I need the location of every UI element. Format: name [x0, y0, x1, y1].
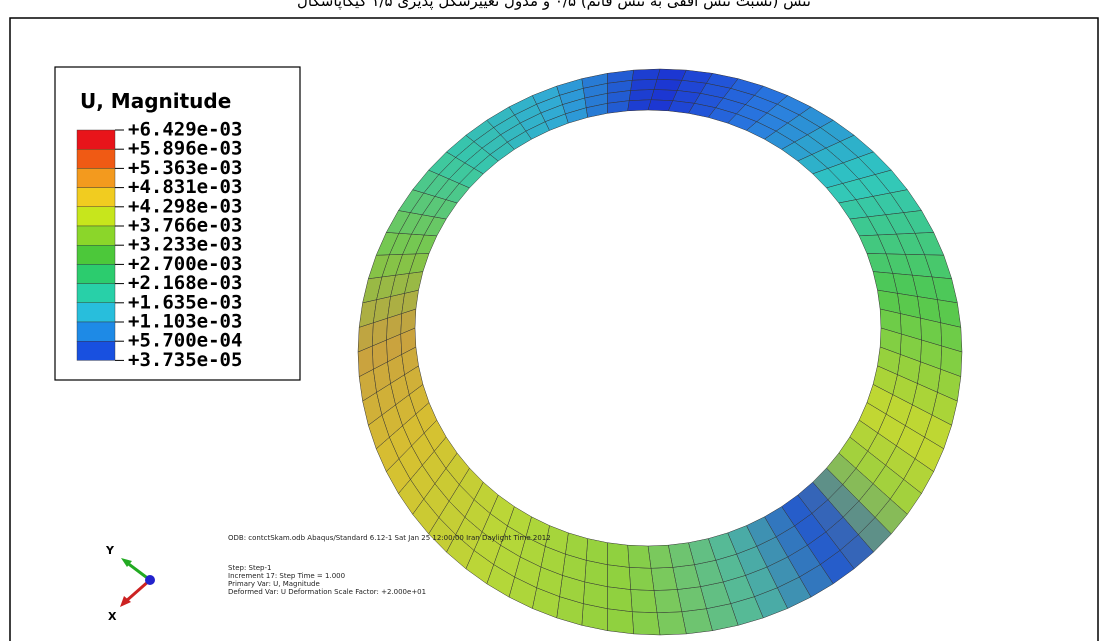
mesh-element [631, 611, 661, 636]
legend-swatch [76, 244, 116, 265]
triad-y-label: Y [105, 544, 115, 557]
mesh-element [656, 68, 687, 81]
triad-x-axis [124, 578, 151, 604]
mesh-element [607, 564, 631, 590]
triad: Y X [105, 544, 155, 623]
odb-line: ODB: contctSkam.odb Abaqus/Standard 6.12… [228, 534, 551, 542]
legend-label: +5.896e-03 [128, 138, 242, 160]
legend-swatch [76, 264, 116, 284]
triad-x-head [120, 596, 131, 607]
mesh-element [631, 68, 661, 81]
legend-swatch [76, 225, 116, 246]
mesh-element [627, 544, 652, 569]
legend-title: U, Magnitude [80, 89, 231, 113]
step-line: Step: Step-1 [228, 564, 271, 572]
ring-mesh [357, 68, 963, 636]
legend-swatch [76, 187, 116, 208]
legend-label: +4.831e-03 [128, 176, 242, 198]
mesh-element [630, 589, 658, 614]
frame [9, 17, 1099, 641]
legend-swatch [76, 148, 116, 169]
legend-label: +3.233e-03 [128, 234, 242, 256]
mesh-element [653, 589, 683, 614]
legend-label: +2.168e-03 [128, 272, 242, 294]
caption: تنش (نسبت تنش افقی به تنش قائم) ۰/۵ و مد… [297, 0, 811, 11]
legend: +6.429e-03+5.896e-03+5.363e-03+4.831e-03… [76, 119, 242, 371]
triad-z [145, 575, 155, 585]
legend-swatch [76, 206, 116, 227]
triad-x-label: X [108, 610, 117, 623]
mesh-element [647, 544, 674, 569]
mesh-element [628, 567, 655, 591]
legend-label: +5.363e-03 [128, 157, 242, 179]
legend-swatch [76, 321, 116, 342]
legend-swatch [76, 283, 116, 304]
increment-line: Increment 17: Step Time = 1.000 [228, 572, 345, 580]
primary-line: Primary Var: U, Magnitude [228, 580, 320, 588]
legend-label: +4.298e-03 [128, 195, 242, 217]
mesh-element [607, 586, 633, 613]
legend-swatch [76, 341, 116, 361]
legend-label: +2.700e-03 [128, 253, 242, 275]
legend-label: +1.103e-03 [128, 311, 242, 333]
legend-label: +6.429e-03 [128, 119, 242, 141]
mesh-element [656, 611, 687, 636]
mesh-element [630, 78, 658, 91]
triad-y-head [121, 558, 132, 567]
legend-swatch [76, 129, 116, 150]
info-text: ODB: contctSkam.odb Abaqus/Standard 6.12… [228, 534, 551, 596]
legend-label: +1.635e-03 [128, 291, 242, 313]
legend-label: +5.700e-04 [128, 330, 242, 352]
mesh-element [607, 608, 634, 635]
mesh-element [607, 542, 630, 568]
mesh-element [627, 99, 652, 112]
mesh-element [585, 538, 608, 565]
legend-swatch [76, 302, 116, 323]
legend-label: +3.766e-03 [128, 215, 242, 237]
mesh-element [628, 89, 655, 101]
mesh-element [653, 78, 683, 91]
deformed-line: Deformed Var: U Deformation Scale Factor… [228, 588, 426, 596]
legend-swatch [76, 168, 116, 188]
legend-label: +3.735e-05 [128, 349, 242, 371]
mesh-element [650, 567, 678, 591]
